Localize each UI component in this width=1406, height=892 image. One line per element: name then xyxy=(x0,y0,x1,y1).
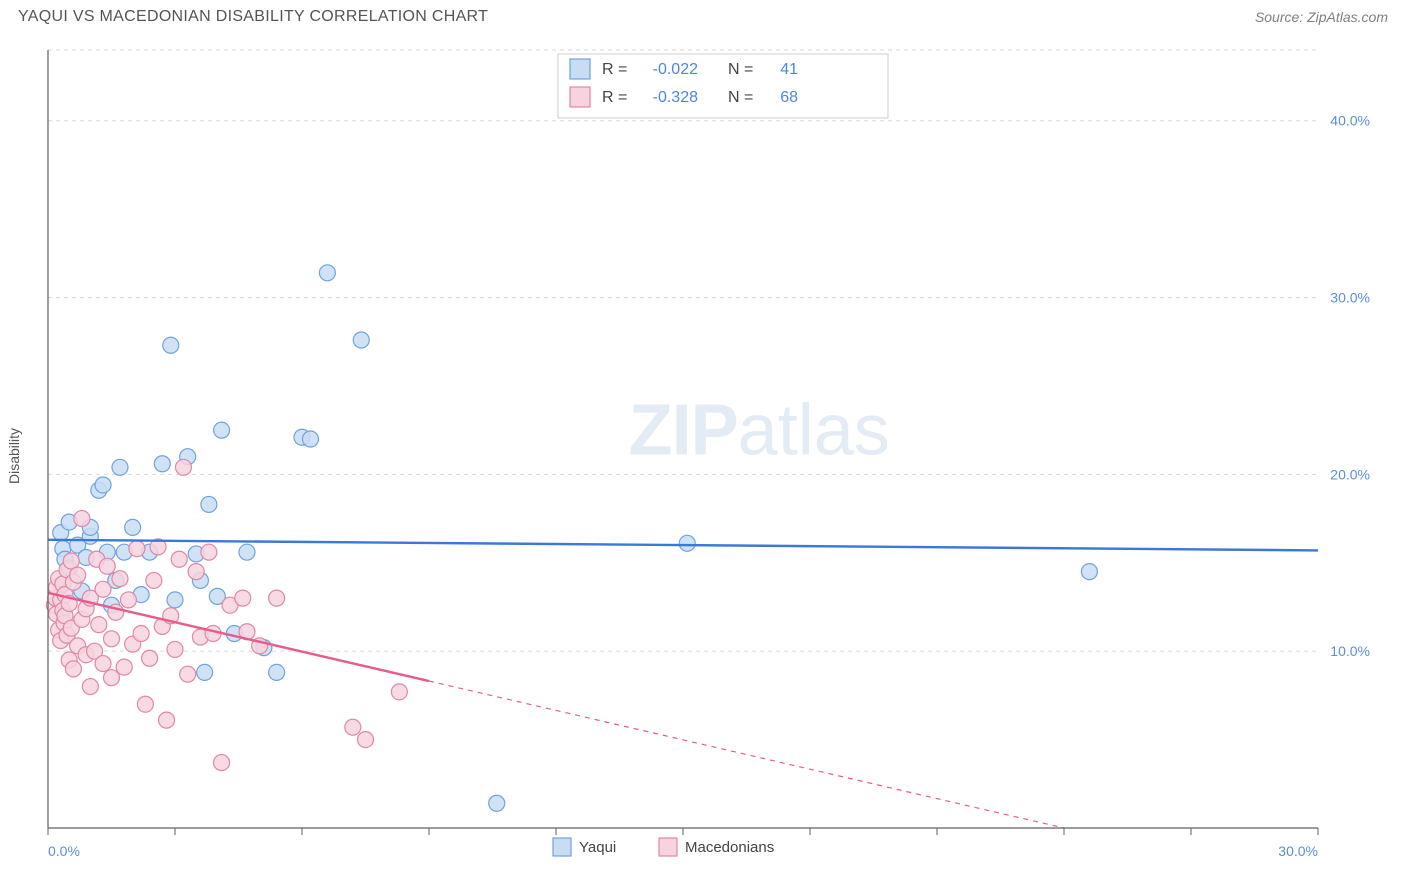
y-tick-label: 40.0% xyxy=(1330,113,1370,129)
data-point xyxy=(302,431,318,447)
legend-swatch xyxy=(570,59,590,79)
data-point xyxy=(167,592,183,608)
trend-line-dashed xyxy=(429,681,1064,828)
data-point xyxy=(70,567,86,583)
data-point xyxy=(112,459,128,475)
data-point xyxy=(235,590,251,606)
data-point xyxy=(82,679,98,695)
data-point xyxy=(358,732,374,748)
data-point xyxy=(319,265,335,281)
data-point xyxy=(133,626,149,642)
data-point xyxy=(353,332,369,348)
data-point xyxy=(239,544,255,560)
data-point xyxy=(104,631,120,647)
data-point xyxy=(95,477,111,493)
data-point xyxy=(154,456,170,472)
legend-swatch xyxy=(570,87,590,107)
watermark: ZIPatlas xyxy=(629,391,890,471)
data-point xyxy=(201,496,217,512)
x-tick-label: 30.0% xyxy=(1278,843,1318,859)
chart-container: Disability ZIPatlas0.0%30.0%10.0%20.0%30… xyxy=(18,38,1388,874)
data-point xyxy=(391,684,407,700)
data-point xyxy=(214,755,230,771)
data-point xyxy=(159,712,175,728)
data-point xyxy=(142,650,158,666)
y-tick-label: 10.0% xyxy=(1330,643,1370,659)
data-point xyxy=(125,519,141,535)
legend-n-label: N = xyxy=(728,61,753,78)
y-tick-label: 20.0% xyxy=(1330,466,1370,482)
data-point xyxy=(345,719,361,735)
data-point xyxy=(1081,564,1097,580)
data-point xyxy=(171,551,187,567)
bottom-legend-label: Macedonians xyxy=(685,839,774,856)
bottom-legend-swatch xyxy=(553,838,571,856)
y-axis-label: Disability xyxy=(6,428,22,484)
legend-n-label: N = xyxy=(728,89,753,106)
data-point xyxy=(269,590,285,606)
legend-n-value: 41 xyxy=(780,61,798,78)
legend-n-value: 68 xyxy=(780,89,798,106)
data-point xyxy=(91,617,107,633)
chart-source: Source: ZipAtlas.com xyxy=(1255,9,1388,25)
data-point xyxy=(679,535,695,551)
data-point xyxy=(188,564,204,580)
data-point xyxy=(104,670,120,686)
legend-r-label: R = xyxy=(602,89,627,106)
data-point xyxy=(129,541,145,557)
data-point xyxy=(180,666,196,682)
data-point xyxy=(112,571,128,587)
bottom-legend-label: Yaqui xyxy=(579,839,616,856)
data-point xyxy=(99,558,115,574)
chart-title: YAQUI VS MACEDONIAN DISABILITY CORRELATI… xyxy=(18,8,488,26)
data-point xyxy=(95,581,111,597)
legend-r-label: R = xyxy=(602,61,627,78)
data-point xyxy=(167,641,183,657)
data-point xyxy=(163,337,179,353)
data-point xyxy=(120,592,136,608)
data-point xyxy=(95,656,111,672)
data-point xyxy=(175,459,191,475)
data-point xyxy=(116,659,132,675)
data-point xyxy=(201,544,217,560)
data-point xyxy=(137,696,153,712)
data-point xyxy=(489,795,505,811)
data-point xyxy=(197,664,213,680)
legend-r-value: -0.022 xyxy=(653,61,698,78)
data-point xyxy=(65,661,81,677)
data-point xyxy=(74,511,90,527)
y-tick-label: 30.0% xyxy=(1330,290,1370,306)
bottom-legend-swatch xyxy=(659,838,677,856)
data-point xyxy=(146,572,162,588)
scatter-chart: ZIPatlas 0.0% 30.0% 10.0% 20.0% 30.0% 40.0% R =… xyxy=(18,38,1388,874)
legend-r-value: -0.328 xyxy=(653,89,698,106)
x-tick-label: 0.0% xyxy=(48,843,80,859)
data-point xyxy=(269,664,285,680)
data-point xyxy=(214,422,230,438)
